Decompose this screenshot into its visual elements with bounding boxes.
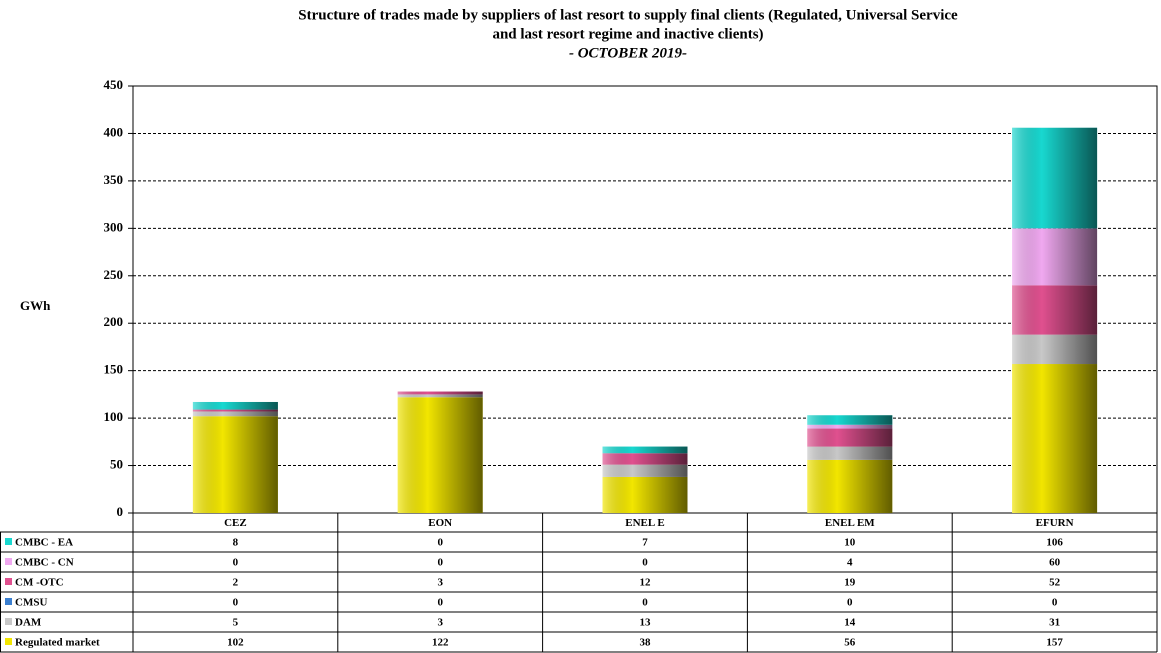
bar-shade	[1012, 285, 1098, 335]
bar-shade	[1012, 364, 1098, 513]
y-tick-label: 450	[104, 77, 124, 92]
table-value: 4	[847, 557, 853, 569]
bar-shade	[397, 397, 483, 513]
legend-key	[5, 578, 12, 585]
legend-label: CMBC - EA	[15, 537, 73, 549]
table-value: 0	[437, 557, 443, 569]
table-value: 5	[233, 617, 239, 629]
x-tick-label: EFURN	[1036, 517, 1074, 529]
y-tick-label: 50	[110, 457, 123, 472]
bar-shade	[602, 446, 688, 454]
table-value: 157	[1046, 637, 1063, 649]
table-value: 0	[642, 557, 648, 569]
bar-shade	[807, 424, 893, 429]
table-value: 12	[640, 577, 652, 589]
legend-key	[5, 538, 12, 545]
chart-title: Structure of trades made by suppliers of…	[298, 7, 958, 23]
y-tick-label: 100	[104, 409, 124, 424]
legend-key	[5, 618, 12, 625]
bar-shade	[397, 394, 483, 398]
bar-shade	[397, 391, 483, 395]
y-tick-label: 0	[117, 504, 124, 519]
bar-shade	[602, 476, 688, 513]
table-value: 2	[233, 577, 239, 589]
bar-shade	[807, 415, 893, 425]
table-value: 60	[1049, 557, 1061, 569]
table-value: 31	[1049, 617, 1060, 629]
legend-key	[5, 598, 12, 605]
table-value: 106	[1046, 537, 1063, 549]
table-value: 122	[432, 637, 449, 649]
x-tick-label: CEZ	[224, 517, 247, 529]
x-tick-label: ENEL E	[625, 517, 664, 529]
y-tick-label: 150	[104, 362, 124, 377]
table-value: 3	[437, 617, 443, 629]
table-value: 19	[844, 577, 856, 589]
legend-label: Regulated market	[15, 637, 100, 649]
table-value: 0	[642, 597, 648, 609]
bar-shade	[807, 428, 893, 447]
chart-subtitle: - OCTOBER 2019-	[569, 45, 687, 61]
bar-shade	[602, 464, 688, 477]
legend-label: CM -OTC	[15, 577, 64, 589]
table-value: 13	[640, 617, 652, 629]
bar-shade	[1012, 127, 1098, 229]
bar-shade	[807, 446, 893, 460]
bar-shade	[602, 453, 688, 465]
x-tick-label: EON	[428, 517, 452, 529]
table-value: 0	[437, 537, 443, 549]
table-value: 8	[233, 537, 239, 549]
table-value: 0	[847, 597, 853, 609]
y-tick-label: 350	[104, 172, 124, 187]
y-tick-label: 400	[104, 124, 124, 139]
bar-shade	[1012, 228, 1098, 286]
legend-label: DAM	[15, 617, 42, 629]
table-value: 14	[844, 617, 856, 629]
bar-shade	[192, 411, 278, 417]
table-value: 56	[844, 637, 856, 649]
y-tick-label: 200	[104, 314, 124, 329]
bar-shade	[807, 459, 893, 513]
table-value: 0	[1052, 597, 1058, 609]
bar-shade	[192, 416, 278, 513]
bar-shade	[1012, 334, 1098, 365]
y-tick-label: 250	[104, 267, 124, 282]
table-value: 52	[1049, 577, 1061, 589]
table-value: 38	[640, 637, 652, 649]
bar-shade	[192, 401, 278, 410]
legend-label: CMSU	[15, 597, 47, 609]
x-tick-label: ENEL EM	[825, 517, 875, 529]
table-value: 7	[642, 537, 648, 549]
table-value: 10	[844, 537, 856, 549]
bar-shade	[192, 409, 278, 412]
table-value: 0	[233, 597, 239, 609]
table-value: 102	[227, 637, 244, 649]
legend-key	[5, 558, 12, 565]
table-value: 0	[437, 597, 443, 609]
y-tick-label: 300	[104, 219, 124, 234]
legend-key	[5, 638, 12, 645]
legend-label: CMBC - CN	[15, 557, 74, 569]
table-value: 3	[437, 577, 443, 589]
table-value: 0	[233, 557, 239, 569]
y-axis-label: GWh	[20, 298, 51, 313]
chart-title: and last resort regime and inactive clie…	[492, 26, 763, 42]
